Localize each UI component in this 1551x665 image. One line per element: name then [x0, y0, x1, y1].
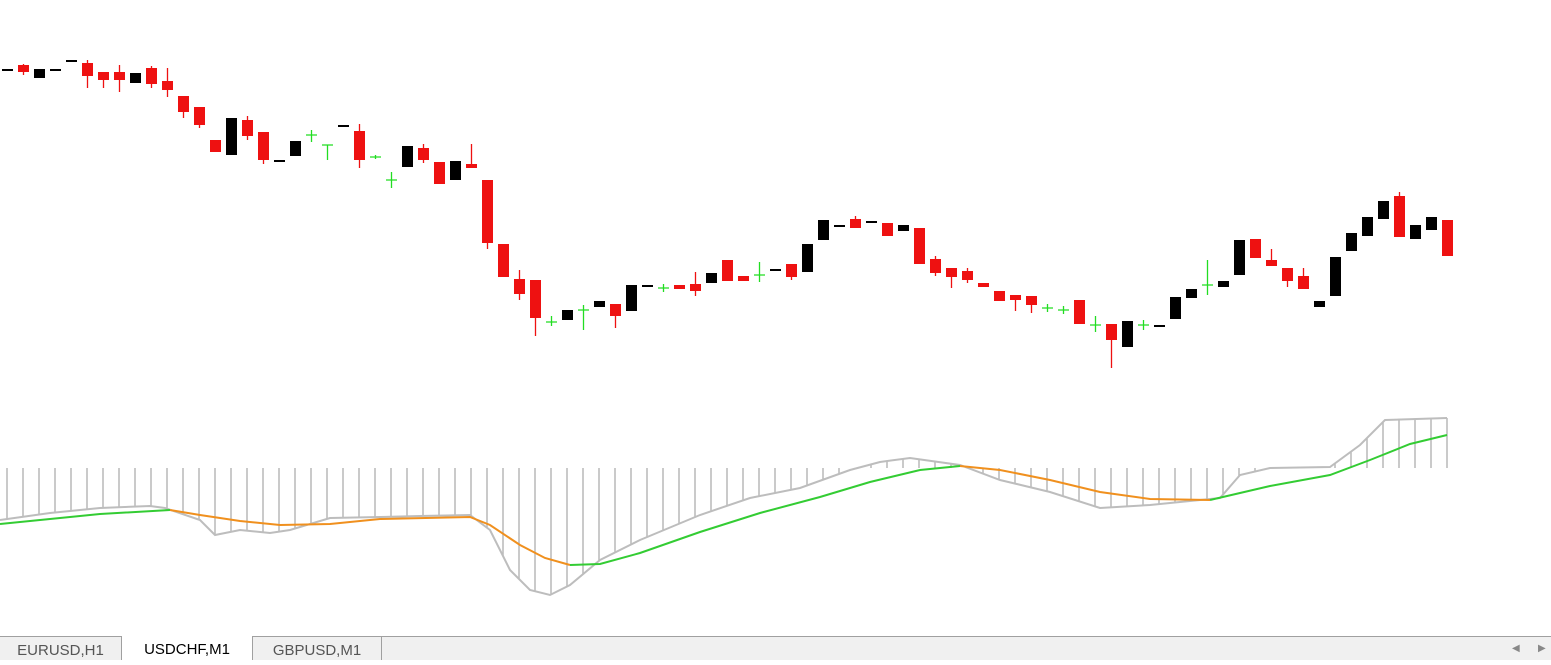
signal-line [959, 465, 1211, 501]
tab-active[interactable]: USDCHF,M1 [121, 636, 253, 660]
candle-doji-green [306, 130, 1213, 332]
tab[interactable]: EURUSD,H1 [0, 637, 122, 660]
tab[interactable]: GBPUSD,M1 [253, 637, 382, 660]
scroll-left[interactable]: ◀ [1512, 643, 1520, 654]
scroll-right[interactable]: ▶ [1538, 643, 1546, 654]
candle-bodies-black [2, 60, 1437, 347]
signal-line [0, 509, 171, 525]
signal-line [169, 509, 571, 566]
price-chart [0, 60, 1453, 597]
macd-line [0, 417, 1448, 597]
signal-line [569, 465, 961, 566]
tab-bar: EURUSD,H1 USDCHF,M1 GBPUSD,M1 ◀ ▶ [0, 636, 1551, 660]
histogram [6, 418, 1448, 595]
signal-line [1209, 434, 1448, 501]
candle-bodies-red [18, 63, 1453, 340]
indicator-window [0, 417, 1448, 597]
candle-wicks-red [22, 60, 1401, 368]
